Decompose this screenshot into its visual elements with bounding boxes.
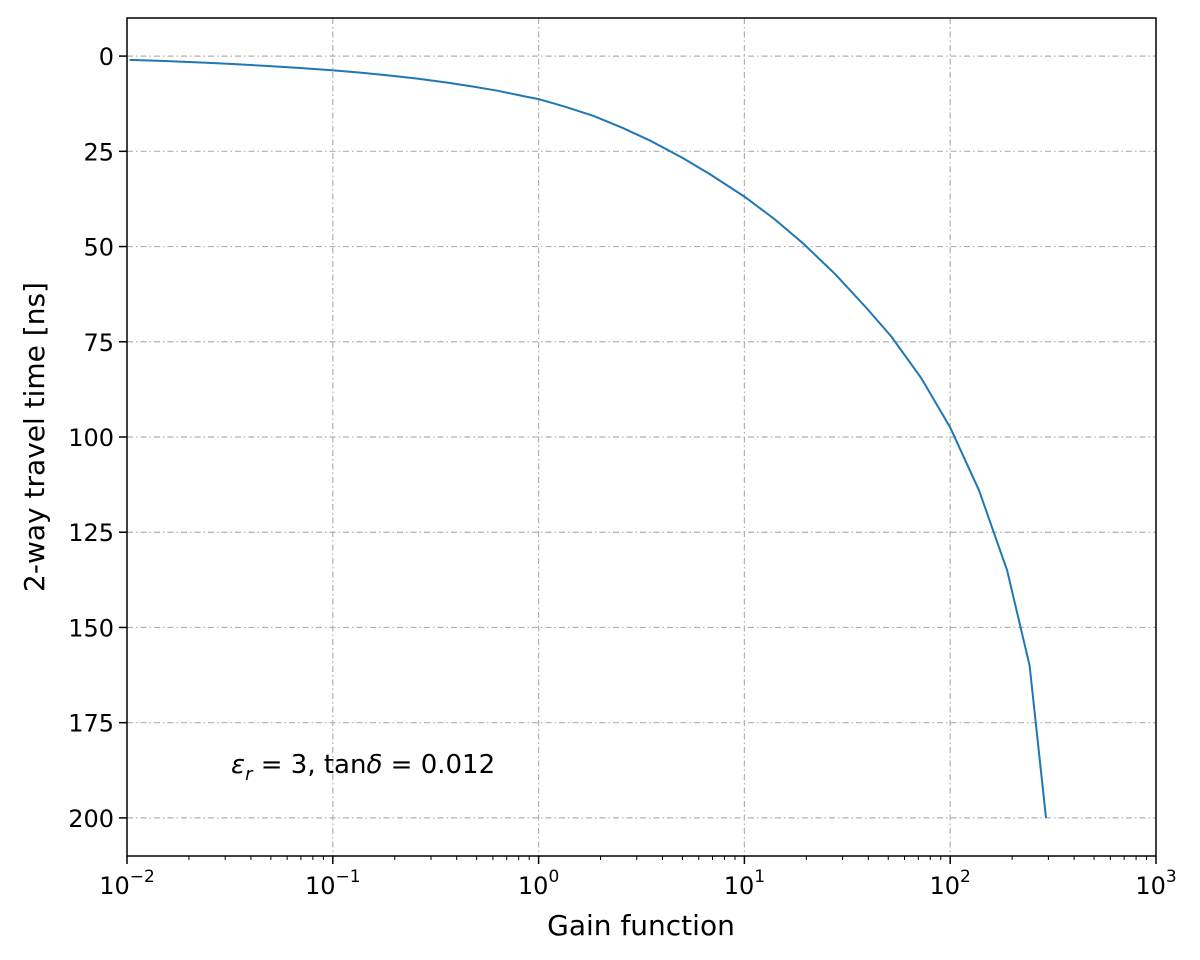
- y-tick-label: 50: [83, 234, 114, 262]
- annotation-delta: δ: [366, 750, 382, 780]
- y-tick-label: 25: [83, 138, 114, 166]
- x-tick-label: 102: [930, 867, 971, 900]
- annotation-delta-value: = 0.012: [382, 750, 495, 780]
- x-tick-labels: 10−2 10−1 100 101 102 103: [99, 867, 1176, 900]
- annotation: εr = 3, tanδ = 0.012: [231, 750, 495, 785]
- y-tick-labels: 0 25 50 75 100 125 150 175 200: [68, 43, 114, 833]
- y-tick-label: 0: [99, 43, 114, 71]
- y-tick-label: 175: [68, 710, 114, 738]
- y-axis-title: 2-way travel time [ns]: [18, 282, 51, 592]
- major-ticks: [119, 55, 1157, 864]
- x-tick-label: 100: [518, 867, 559, 900]
- y-tick-label: 200: [68, 805, 114, 833]
- annotation-eps-sub: r: [245, 764, 254, 785]
- x-tick-label: 10−2: [99, 867, 155, 900]
- annotation-eps-value: = 3, tan: [252, 750, 366, 780]
- x-tick-label: 101: [724, 867, 765, 900]
- plot-frame: [126, 17, 1157, 857]
- grid-lines: [127, 18, 1156, 856]
- y-tick-label: 100: [68, 424, 114, 452]
- x-tick-label: 103: [1135, 867, 1176, 900]
- annotation-eps: ε: [231, 750, 245, 780]
- x-axis-title: Gain function: [547, 909, 735, 942]
- y-tick-label: 150: [68, 614, 114, 642]
- y-tick-label: 75: [83, 329, 114, 357]
- series-line: [129, 58, 1047, 819]
- x-tick-label: 10−1: [305, 867, 361, 900]
- y-tick-label: 125: [68, 519, 114, 547]
